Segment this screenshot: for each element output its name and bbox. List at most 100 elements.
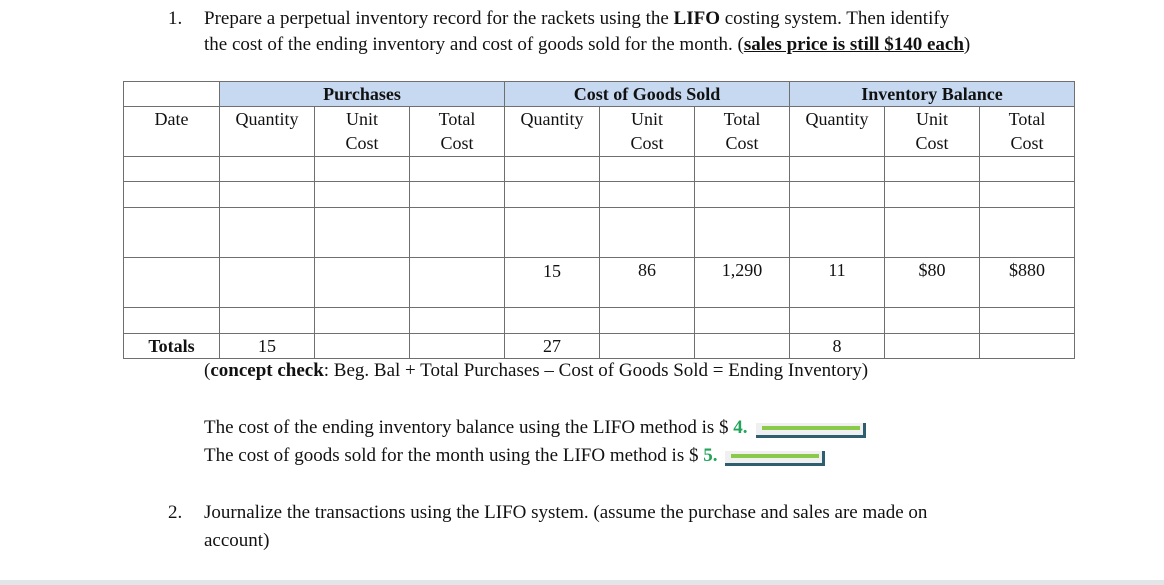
- total-balance-qty: 8: [789, 333, 885, 359]
- perpetual-inventory-table: Purchases Cost of Goods Sold Inventory B…: [123, 81, 1075, 359]
- cell-balance-total[interactable]: $880: [979, 257, 1075, 308]
- cell-cogs-unit[interactable]: 86: [599, 257, 695, 308]
- cell-purchases-total[interactable]: [409, 156, 505, 182]
- cell-balance-total[interactable]: [979, 181, 1075, 208]
- question-1-number: 1.: [168, 8, 183, 29]
- cell-cogs-unit[interactable]: [599, 156, 695, 182]
- concept-check-label: concept check: [210, 360, 324, 381]
- group-header-row: Purchases Cost of Goods Sold Inventory B…: [123, 81, 1075, 107]
- table-row: [123, 307, 1075, 334]
- ending-inventory-answer-line: The cost of the ending inventory balance…: [204, 415, 872, 441]
- cell-purchases-unit[interactable]: [314, 181, 410, 208]
- cell-purchases-qty[interactable]: [219, 307, 315, 334]
- header-balance-quantity: Quantity: [789, 106, 885, 157]
- cell-cogs-total[interactable]: [694, 307, 790, 334]
- cell-cogs-total[interactable]: 1,290: [694, 257, 790, 308]
- cell-balance-unit[interactable]: $80: [884, 257, 980, 308]
- total-purchases-total[interactable]: [409, 333, 505, 359]
- cell-cogs-qty[interactable]: [504, 307, 600, 334]
- total-balance-total[interactable]: [979, 333, 1075, 359]
- cell-purchases-qty[interactable]: [219, 156, 315, 182]
- ending-inventory-prompt: The cost of the ending inventory balance…: [204, 417, 734, 438]
- paren-open: (: [204, 360, 211, 381]
- cell-cogs-total[interactable]: [694, 156, 790, 182]
- header-balance-unit-cost: Unit Cost: [884, 106, 980, 157]
- cell-balance-unit[interactable]: [884, 307, 980, 334]
- cell-purchases-qty[interactable]: [219, 207, 315, 258]
- group-cost-of-goods-sold: Cost of Goods Sold: [504, 81, 790, 107]
- header-balance-total-cost: Total Cost: [979, 106, 1075, 157]
- header-purchases-unit-cost: Unit Cost: [314, 106, 410, 157]
- cogs-prompt: The cost of goods sold for the month usi…: [204, 445, 704, 466]
- cell-purchases-unit[interactable]: [314, 156, 410, 182]
- cell-balance-qty[interactable]: [789, 207, 885, 258]
- cell-balance-qty[interactable]: [789, 307, 885, 334]
- paren-close: ): [963, 34, 971, 55]
- page-bottom-divider: [0, 580, 1164, 585]
- cell-purchases-qty[interactable]: [219, 257, 315, 308]
- cell-balance-qty[interactable]: 11: [789, 257, 885, 308]
- cell-cogs-total[interactable]: [694, 207, 790, 258]
- cogs-answer-input[interactable]: [721, 449, 831, 466]
- cell-balance-unit[interactable]: [884, 207, 980, 258]
- total-cogs-unit[interactable]: [599, 333, 695, 359]
- cell-cogs-qty[interactable]: [504, 181, 600, 208]
- cell-purchases-unit[interactable]: [314, 207, 410, 258]
- cell-purchases-total[interactable]: [409, 257, 505, 308]
- cell-balance-total[interactable]: [979, 156, 1075, 182]
- group-inventory-balance: Inventory Balance: [789, 81, 1075, 107]
- table-row: [123, 156, 1075, 182]
- question-1-text-b: costing system. Then identify: [719, 8, 950, 29]
- total-cogs-total[interactable]: [694, 333, 790, 359]
- ending-inventory-answer-input[interactable]: [752, 421, 872, 438]
- answer-marker-5: 5.: [703, 445, 718, 466]
- cell-purchases-total[interactable]: [409, 181, 505, 208]
- table-row: [123, 181, 1075, 208]
- cell-date[interactable]: [123, 181, 220, 208]
- cell-cogs-qty[interactable]: [504, 156, 600, 182]
- header-date: Date: [123, 106, 220, 157]
- cell-cogs-qty[interactable]: [504, 207, 600, 258]
- totals-row: Totals 15 27 8: [123, 333, 1075, 359]
- cell-purchases-unit[interactable]: [314, 257, 410, 308]
- cell-date[interactable]: [123, 307, 220, 334]
- header-cogs-unit-cost: Unit Cost: [599, 106, 695, 157]
- cell-cogs-total[interactable]: [694, 181, 790, 208]
- answer-marker-4: 4.: [733, 417, 748, 438]
- concept-check-formula: : Beg. Bal + Total Purchases – Cost of G…: [323, 360, 869, 381]
- header-purchases-quantity: Quantity: [219, 106, 315, 157]
- cell-balance-total[interactable]: [979, 207, 1075, 258]
- total-cogs-qty: 27: [504, 333, 600, 359]
- total-purchases-unit[interactable]: [314, 333, 410, 359]
- total-purchases-qty: 15: [219, 333, 315, 359]
- cell-date[interactable]: [123, 207, 220, 258]
- totals-label: Totals: [123, 333, 220, 359]
- cell-purchases-total[interactable]: [409, 207, 505, 258]
- question-2-text-b: account): [204, 530, 270, 551]
- cell-cogs-qty[interactable]: 15: [504, 257, 600, 308]
- question-1-text-c: the cost of the ending inventory and cos…: [204, 34, 744, 55]
- cell-purchases-qty[interactable]: [219, 181, 315, 208]
- table-row: [123, 207, 1075, 258]
- cell-date[interactable]: [123, 156, 220, 182]
- cell-cogs-unit[interactable]: [599, 181, 695, 208]
- cell-date[interactable]: [123, 257, 220, 308]
- sales-price-note: sales price is still $140 each: [743, 34, 964, 55]
- cell-cogs-unit[interactable]: [599, 207, 695, 258]
- header-cogs-quantity: Quantity: [504, 106, 600, 157]
- cell-purchases-unit[interactable]: [314, 307, 410, 334]
- cell-balance-unit[interactable]: [884, 156, 980, 182]
- table-row: 15 86 1,290 11 $80 $880: [123, 257, 1075, 308]
- column-header-row: Date Quantity Unit Cost Total Cost Quantit…: [123, 106, 1075, 157]
- header-purchases-total-cost: Total Cost: [409, 106, 505, 157]
- lifo-bold: LIFO: [673, 8, 720, 29]
- cell-cogs-unit[interactable]: [599, 307, 695, 334]
- cell-balance-total[interactable]: [979, 307, 1075, 334]
- concept-check: (concept check: Beg. Bal + Total Purchas…: [204, 358, 868, 384]
- total-balance-unit[interactable]: [884, 333, 980, 359]
- cell-purchases-total[interactable]: [409, 307, 505, 334]
- cell-balance-qty[interactable]: [789, 181, 885, 208]
- cell-balance-unit[interactable]: [884, 181, 980, 208]
- cell-balance-qty[interactable]: [789, 156, 885, 182]
- group-purchases: Purchases: [219, 81, 505, 107]
